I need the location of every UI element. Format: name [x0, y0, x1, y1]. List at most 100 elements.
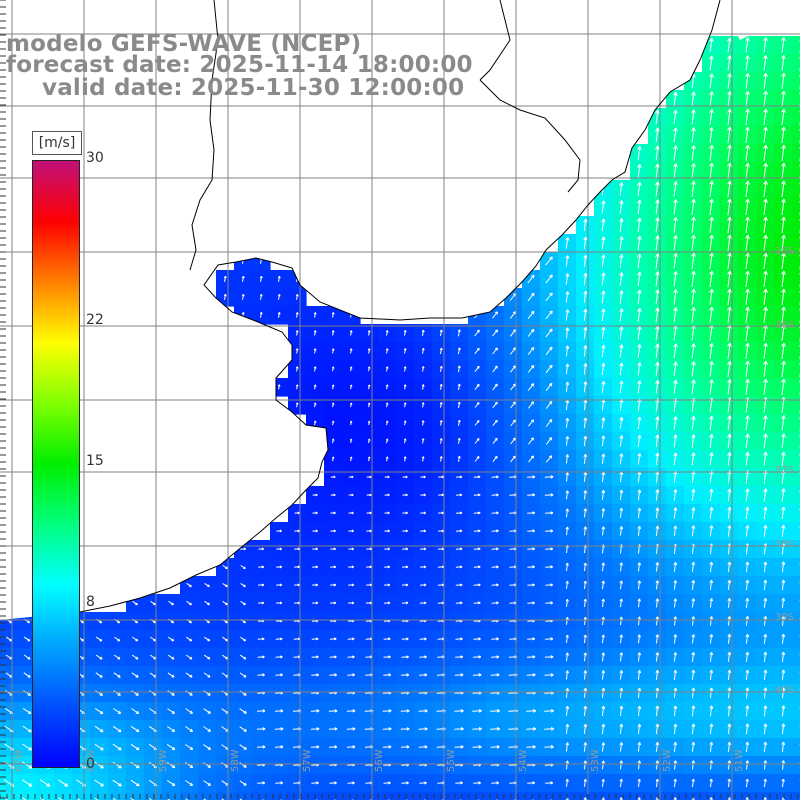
- wind-arrow: [673, 127, 678, 143]
- wind-arrow: [745, 180, 750, 197]
- land-polygon: [0, 0, 720, 620]
- wind-cell: [792, 504, 800, 523]
- wind-arrow: [637, 271, 642, 286]
- wind-arrow: [763, 252, 768, 269]
- wind-arrow: [527, 292, 535, 302]
- wind-arrow: [673, 307, 678, 323]
- wind-arrow: [545, 274, 553, 284]
- wind-arrow: [527, 274, 535, 284]
- wind-arrow: [565, 309, 570, 321]
- wind-cell: [774, 792, 793, 800]
- wind-cell: [0, 792, 19, 800]
- wind-cell: [792, 72, 800, 91]
- wind-arrow: [421, 329, 425, 336]
- wind-cell: [648, 792, 667, 800]
- wind-cell: [414, 792, 433, 800]
- wind-cell: [792, 720, 800, 739]
- wind-cell: [792, 90, 800, 109]
- wind-cell: [72, 792, 91, 800]
- wind-cell: [270, 792, 289, 800]
- longitude-label: 54W: [518, 749, 529, 772]
- wind-arrow: [745, 216, 750, 233]
- wind-arrow: [763, 288, 768, 305]
- wind-arrow: [474, 329, 480, 337]
- wind-arrow: [619, 254, 624, 268]
- wind-arrow: [619, 308, 624, 322]
- wind-arrow: [637, 253, 642, 269]
- wind-arrow: [781, 90, 786, 107]
- wind-cell: [792, 738, 800, 757]
- wind-cell: [360, 792, 379, 800]
- longitude-label: 67W: [14, 749, 25, 772]
- wind-cell: [792, 144, 800, 163]
- wind-arrow: [583, 218, 588, 231]
- land-polygon-ne: [720, 0, 800, 40]
- wind-arrow: [727, 180, 732, 197]
- wind-arrow: [619, 182, 624, 196]
- wind-arrow: [583, 309, 588, 321]
- wind-cell: [792, 540, 800, 559]
- wind-arrow: [763, 306, 768, 323]
- wind-arrow: [763, 234, 768, 251]
- wind-cell: [792, 54, 800, 73]
- wind-arrow: [492, 329, 498, 337]
- wind-arrow: [691, 234, 696, 251]
- wind-cell: [792, 126, 800, 145]
- latitude-label: 35S: [774, 246, 794, 257]
- wind-arrow: [565, 327, 570, 339]
- wind-arrow: [313, 312, 317, 318]
- wind-arrow: [241, 293, 245, 300]
- wind-arrow: [691, 180, 696, 197]
- wind-arrow: [763, 108, 768, 125]
- longitude-label: 52W: [662, 749, 673, 772]
- wind-arrow: [781, 72, 786, 89]
- wind-arrow: [259, 275, 263, 282]
- wind-cell: [108, 792, 127, 800]
- wind-cell: [792, 450, 800, 469]
- wind-arrow: [527, 328, 535, 337]
- wind-arrow: [691, 145, 696, 161]
- wind-arrow: [601, 218, 606, 232]
- wind-cell: [792, 198, 800, 217]
- wind-arrow: [763, 180, 768, 197]
- wind-cell: [630, 792, 649, 800]
- wind-cell: [792, 252, 800, 271]
- wind-cell: [36, 792, 55, 800]
- wind-cell: [486, 792, 505, 800]
- wind-arrow: [709, 180, 714, 197]
- wind-arrow: [781, 306, 786, 323]
- wind-cell: [792, 576, 800, 595]
- colorbar-tick-label: 22: [86, 311, 104, 328]
- wind-arrow: [745, 270, 750, 287]
- wind-arrow: [691, 163, 696, 179]
- latitude-label: 39S: [774, 612, 794, 623]
- wind-cell: [612, 792, 631, 800]
- wind-arrow: [781, 55, 786, 71]
- wind-arrow: [709, 144, 714, 161]
- wind-cell: [792, 396, 800, 415]
- wind-arrow: [781, 126, 786, 143]
- latitude-label: 36S: [774, 320, 794, 331]
- longitude-label: 56W: [374, 749, 385, 772]
- wind-arrow: [709, 306, 714, 323]
- wind-arrow: [781, 37, 786, 53]
- wind-cell: [792, 486, 800, 505]
- wind-cell: [126, 792, 145, 800]
- wind-arrow: [277, 275, 281, 282]
- wind-cell: [792, 414, 800, 433]
- wind-arrow: [781, 252, 786, 269]
- wind-arrow: [259, 311, 263, 318]
- wind-cell: [792, 360, 800, 379]
- wind-arrow: [241, 311, 245, 318]
- wind-cell: [252, 792, 271, 800]
- wind-arrow: [727, 91, 732, 107]
- wind-arrow: [331, 312, 335, 318]
- wind-arrow: [673, 145, 678, 161]
- wind-arrow: [565, 255, 570, 267]
- wind-arrow: [709, 270, 714, 287]
- wind-arrow: [545, 328, 553, 338]
- wind-arrow: [619, 272, 624, 286]
- wind-arrow: [781, 270, 786, 287]
- wind-arrow: [763, 55, 768, 71]
- wind-arrow: [673, 91, 678, 106]
